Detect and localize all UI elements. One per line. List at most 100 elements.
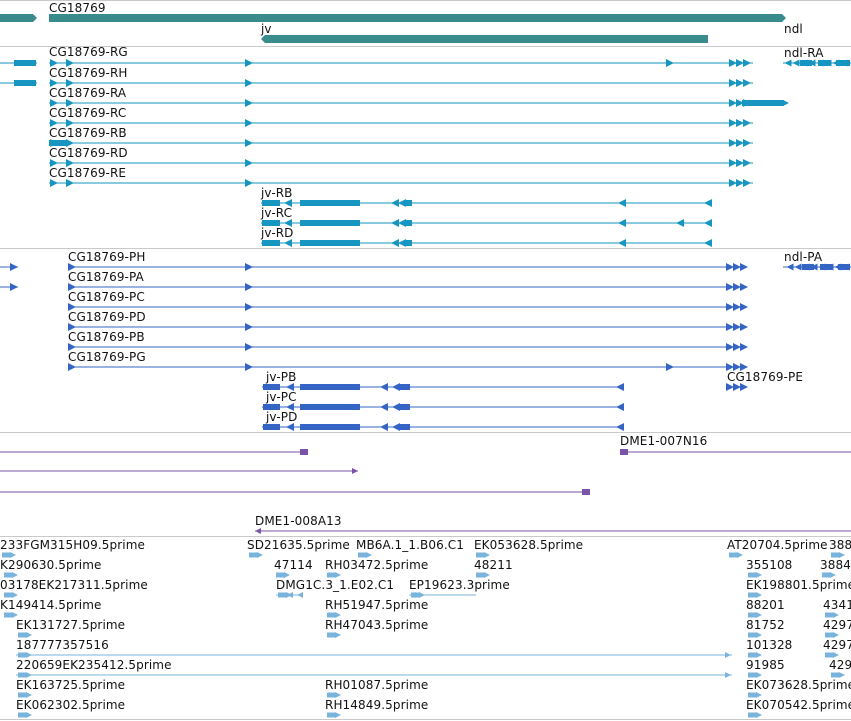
strand-arrow <box>839 672 845 678</box>
protein-label[interactable]: CG18769-PA <box>68 270 144 284</box>
est-label[interactable]: 4341 <box>823 598 851 612</box>
est-label[interactable]: EK073628.5prime <box>746 678 851 692</box>
est-label[interactable]: 91985 <box>746 658 785 672</box>
protein-label[interactable]: jv-PB <box>266 370 297 384</box>
est-label[interactable]: K149414.5prime <box>0 598 102 612</box>
strand-arrow <box>335 712 341 718</box>
est-label[interactable]: 187777357516 <box>16 638 109 652</box>
transcript-label[interactable]: CG18769-RA <box>49 86 127 100</box>
strand-arrow <box>740 283 748 291</box>
exon-block <box>300 404 360 410</box>
exon-block <box>300 240 360 246</box>
est-label[interactable]: 47114 <box>274 558 313 572</box>
protein-label[interactable]: CG18769-PD <box>68 310 146 324</box>
est-label[interactable]: 4297 <box>823 618 851 632</box>
clone-label[interactable]: DME1-007N16 <box>620 434 708 448</box>
est-label[interactable]: K290630.5prime <box>0 558 102 572</box>
strand-arrow <box>833 652 839 658</box>
est-label[interactable]: RH51947.5prime <box>325 598 429 612</box>
strand-arrow <box>287 592 293 598</box>
est-label[interactable]: 355108 <box>746 558 793 572</box>
est-label[interactable]: 220659EK235412.5prime <box>16 658 172 672</box>
est-label[interactable]: 388 <box>829 538 851 552</box>
transcript-label[interactable]: CG18769-RC <box>49 106 127 120</box>
transcript-label[interactable]: ndl-RA <box>784 46 824 60</box>
strand-arrow <box>729 159 737 167</box>
transcript-label[interactable]: jv-RC <box>261 206 293 220</box>
protein-label[interactable]: CG18769-PB <box>68 330 145 344</box>
strand-arrow <box>725 672 731 678</box>
transcript-label[interactable]: CG18769-RE <box>49 166 127 180</box>
gene-label-jv[interactable]: jv <box>261 22 272 36</box>
strand-arrow <box>245 159 253 167</box>
est-label[interactable]: 03178EK217311.5prime <box>0 578 148 592</box>
est-label[interactable]: RH47043.5prime <box>325 618 429 632</box>
est-label[interactable]: AT20704.5prime <box>727 538 828 552</box>
est-label[interactable]: EK198801.5prime <box>746 578 851 592</box>
protein-label[interactable]: ndl-PA <box>784 250 823 264</box>
track-separator <box>0 248 851 249</box>
exon-block <box>748 672 756 678</box>
transcript-label[interactable]: jv-RD <box>261 226 294 240</box>
est-label[interactable]: RH03472.5prime <box>325 558 429 572</box>
est-label[interactable]: 48211 <box>474 558 513 572</box>
strand-arrow <box>756 612 762 618</box>
exon-block <box>276 572 284 578</box>
exon-block <box>476 552 484 558</box>
gene-label-ndl[interactable]: ndl <box>784 22 803 36</box>
est-label[interactable]: 81752 <box>746 618 785 632</box>
est-label[interactable]: 88201 <box>746 598 785 612</box>
transcript-label[interactable]: jv-RB <box>261 186 293 200</box>
track-separator <box>0 46 851 47</box>
transcript-label[interactable]: CG18769-RD <box>49 146 128 160</box>
protein-label[interactable]: CG18769-PE <box>727 370 803 384</box>
protein-label[interactable]: CG18769-PG <box>68 350 146 364</box>
strand-arrow <box>26 712 32 718</box>
gene-label-cg18769[interactable]: CG18769 <box>49 1 106 15</box>
est-label[interactable]: EK053628.5prime <box>474 538 584 552</box>
protein-label[interactable]: jv-PD <box>266 410 298 424</box>
exon-block <box>327 612 335 618</box>
strand-arrow <box>26 632 32 638</box>
est-label[interactable]: EP19623.3prime <box>409 578 510 592</box>
protein-label[interactable]: CG18769-PC <box>68 290 145 304</box>
protein-label[interactable]: CG18769-PH <box>68 250 146 264</box>
strand-arrow <box>726 283 734 291</box>
transcript-label[interactable]: CG18769-RG <box>49 45 128 59</box>
est-label[interactable]: 429 <box>829 658 851 672</box>
strand-arrow <box>618 239 626 247</box>
est-label[interactable]: 101328 <box>746 638 793 652</box>
strand-arrow <box>366 552 372 558</box>
exon-block <box>825 612 833 618</box>
protein-label[interactable]: jv-PC <box>266 390 297 404</box>
strand-arrow <box>66 119 74 127</box>
exon-block <box>405 220 412 226</box>
transcript-label[interactable]: CG18769-RH <box>49 66 128 80</box>
clone-label[interactable]: DME1-008A13 <box>255 514 342 528</box>
est-label[interactable]: RH14849.5prime <box>325 698 429 712</box>
exon-block <box>262 240 280 246</box>
est-label[interactable]: SD21635.5prime <box>247 538 350 552</box>
strand-arrow <box>297 592 303 598</box>
strand-arrow <box>756 592 762 598</box>
est-label[interactable]: EK163725.5prime <box>16 678 126 692</box>
strand-arrow <box>284 219 292 227</box>
exon-block <box>49 140 68 146</box>
est-label[interactable]: 3884 <box>820 558 851 572</box>
est-label[interactable]: DMG1C.3_1.E02.C1 <box>276 578 395 592</box>
strand-arrow <box>756 632 762 638</box>
est-label[interactable]: 4297 <box>823 638 851 652</box>
est-label[interactable]: EK070542.5prime <box>746 698 851 712</box>
exon-block <box>49 14 786 22</box>
strand-arrow <box>50 99 58 107</box>
est-label[interactable]: RH01087.5prime <box>325 678 429 692</box>
exon-block <box>825 632 833 638</box>
est-label[interactable]: EK062302.5prime <box>16 698 126 712</box>
transcript-label[interactable]: CG18769-RB <box>49 126 127 140</box>
strand-arrow <box>284 199 292 207</box>
est-label[interactable]: EK131727.5prime <box>16 618 126 632</box>
strand-arrow <box>66 179 74 187</box>
est-label[interactable]: 233FGM315H09.5prime <box>0 538 145 552</box>
est-label[interactable]: MB6A.1_1.B06.C1 <box>356 538 464 552</box>
